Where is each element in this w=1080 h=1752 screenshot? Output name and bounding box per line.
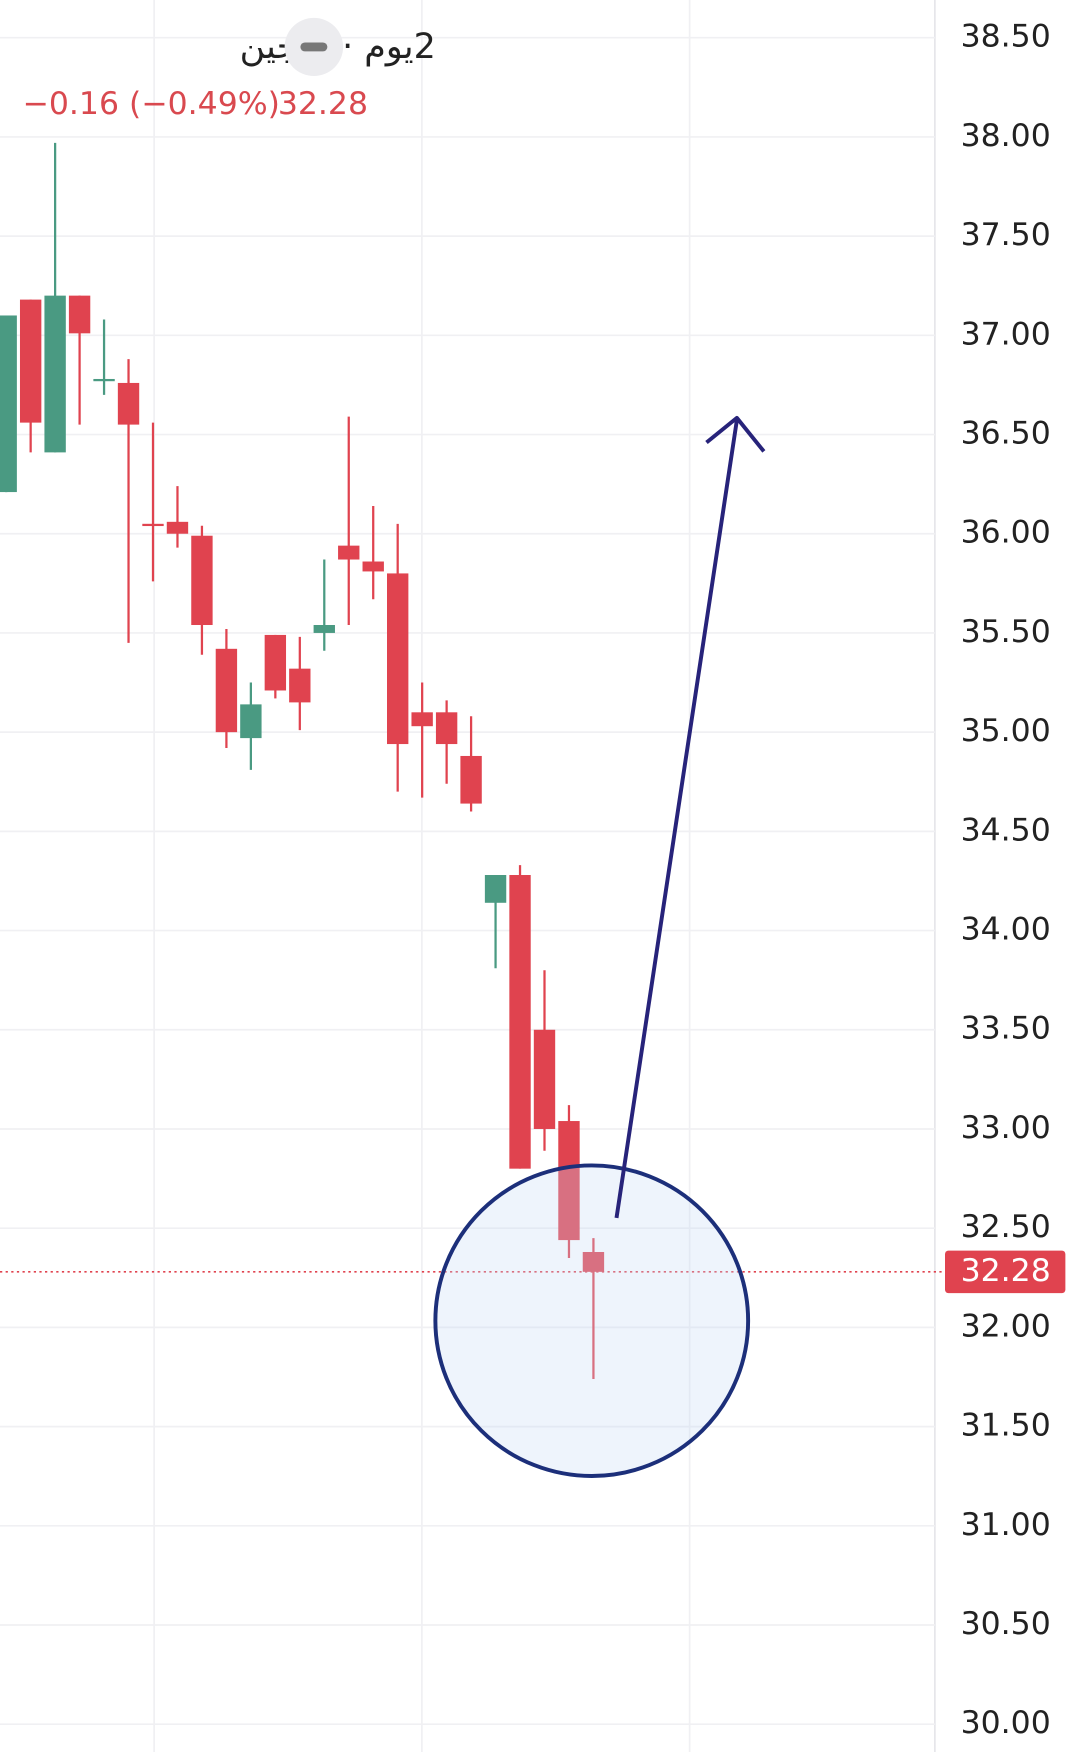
y-tick-label: 31.50	[961, 1408, 1051, 1444]
y-tick-label: 33.00	[961, 1110, 1051, 1146]
y-tick-label: 37.00	[961, 316, 1051, 352]
candle-body	[289, 668, 311, 703]
candle-body	[93, 378, 115, 382]
y-tick-label: 34.00	[961, 912, 1051, 948]
y-tick-label: 32.50	[961, 1209, 1051, 1245]
last-price-badge	[945, 1250, 1066, 1294]
y-tick-label: 38.00	[961, 118, 1051, 154]
candle-body	[264, 634, 287, 691]
candle-body	[19, 299, 42, 423]
y-tick-label: 35.50	[961, 614, 1051, 650]
candle-body	[435, 712, 458, 745]
candle-body	[558, 1121, 580, 1241]
candle-body	[509, 875, 531, 1169]
candle-body	[387, 573, 409, 745]
y-tick-label: 35.00	[961, 713, 1051, 749]
candle-body	[338, 545, 360, 560]
candle-body	[44, 295, 66, 453]
last-price-label: 32.28	[961, 1253, 1051, 1289]
y-tick-label: 36.50	[961, 416, 1051, 452]
candle-body	[166, 521, 189, 534]
y-tick-label: 31.00	[961, 1507, 1051, 1543]
candles	[0, 142, 605, 1379]
candle-body	[215, 648, 238, 733]
candle-body	[68, 295, 91, 334]
candle-body	[362, 561, 384, 572]
up-arrow	[614, 415, 766, 1219]
highlight-circle	[433, 1163, 751, 1478]
candle-body	[191, 535, 213, 626]
candle-body	[142, 523, 164, 527]
price-axis: 30.00 30.50 31.00 31.50 32.00 32.50 33.00 33.50…	[945, 19, 1066, 1741]
y-tick-label: 36.00	[961, 515, 1051, 551]
candle-body	[0, 315, 17, 493]
header-price: 32.28	[278, 86, 368, 122]
candle-body	[533, 1029, 556, 1129]
y-tick-label: 33.50	[961, 1011, 1051, 1047]
y-tick-label: 38.50	[961, 19, 1051, 55]
candle-body	[582, 1251, 605, 1272]
candle-body	[411, 712, 433, 727]
collapse-icon	[300, 42, 328, 52]
y-tick-label: 32.00	[961, 1308, 1051, 1344]
change-text: −0.16 (−0.49%)	[23, 86, 280, 122]
candle-body	[117, 382, 140, 425]
y-tick-label: 37.50	[961, 217, 1051, 253]
candle-body	[240, 704, 262, 739]
candle-body	[484, 875, 507, 903]
candle-body	[460, 755, 482, 804]
y-tick-label: 30.50	[961, 1606, 1051, 1642]
grid	[0, 0, 936, 1752]
y-tick-label: 34.50	[961, 812, 1051, 848]
candle-body	[313, 625, 335, 633]
y-tick-label: 30.00	[961, 1705, 1051, 1741]
